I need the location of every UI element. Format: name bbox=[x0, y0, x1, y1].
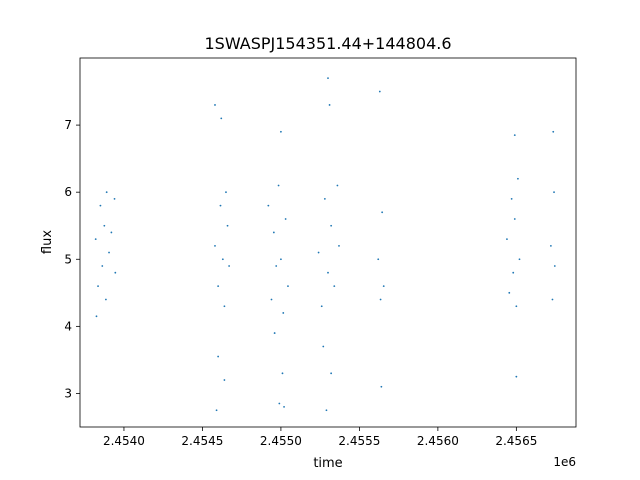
data-point bbox=[272, 231, 275, 234]
data-point bbox=[95, 315, 98, 318]
x-tick-label: 2.4565 bbox=[495, 434, 537, 448]
x-tick-label: 2.4560 bbox=[417, 434, 459, 448]
x-axis-ticks: 2.4540 2.4545 2.4550 2.4555 2.4560 2.4565 bbox=[103, 427, 537, 448]
data-point bbox=[323, 197, 326, 200]
data-point bbox=[515, 375, 518, 378]
data-point bbox=[317, 251, 320, 254]
data-point bbox=[379, 298, 382, 301]
data-point bbox=[327, 271, 329, 274]
data-point bbox=[225, 191, 227, 194]
y-tick-label: 3 bbox=[64, 386, 72, 400]
data-point bbox=[549, 244, 552, 247]
x-tick-label: 2.4550 bbox=[260, 434, 302, 448]
data-point bbox=[281, 372, 284, 375]
data-point bbox=[513, 134, 516, 137]
data-point bbox=[287, 285, 289, 288]
data-point bbox=[226, 224, 229, 227]
data-point bbox=[284, 218, 287, 220]
data-point bbox=[273, 332, 276, 334]
plot-frame bbox=[79, 57, 577, 428]
x-axis-label: time bbox=[313, 456, 342, 471]
x-tick-label: 2.4555 bbox=[338, 434, 380, 448]
data-point bbox=[280, 130, 282, 133]
data-point bbox=[108, 251, 110, 254]
data-point bbox=[382, 285, 385, 288]
data-point bbox=[97, 285, 99, 288]
data-point bbox=[277, 184, 280, 187]
data-point bbox=[517, 177, 519, 180]
plot-background bbox=[80, 58, 576, 427]
y-tick-label: 6 bbox=[64, 185, 72, 199]
data-point bbox=[219, 204, 222, 207]
y-axis-ticks: 3 4 5 6 7 bbox=[64, 118, 80, 400]
y-axis-label: flux bbox=[40, 230, 55, 254]
data-point bbox=[223, 379, 226, 381]
data-point bbox=[110, 231, 113, 234]
data-point bbox=[113, 197, 116, 200]
data-point bbox=[378, 90, 381, 93]
data-point bbox=[325, 409, 328, 412]
data-point bbox=[328, 104, 331, 106]
data-point bbox=[510, 197, 513, 200]
data-point bbox=[327, 77, 329, 80]
x-axis-offset-label: 1e6 bbox=[553, 455, 576, 469]
data-point bbox=[330, 224, 333, 227]
data-point bbox=[377, 258, 380, 261]
y-tick-label: 4 bbox=[64, 319, 72, 333]
data-point bbox=[513, 218, 516, 220]
data-point bbox=[553, 191, 555, 194]
data-point bbox=[217, 285, 220, 288]
data-point bbox=[214, 244, 216, 247]
data-point bbox=[282, 312, 285, 314]
data-point bbox=[103, 224, 106, 227]
data-point bbox=[551, 298, 554, 301]
data-point bbox=[267, 204, 270, 207]
data-point bbox=[320, 305, 323, 308]
data-point bbox=[105, 298, 107, 301]
data-point bbox=[275, 265, 278, 267]
data-point bbox=[223, 305, 226, 308]
data-point bbox=[220, 117, 223, 120]
data-point bbox=[221, 258, 224, 261]
data-point bbox=[270, 298, 273, 301]
data-point bbox=[228, 265, 231, 267]
data-point bbox=[552, 130, 555, 133]
data-point bbox=[283, 405, 285, 408]
y-tick-label: 7 bbox=[64, 118, 72, 132]
data-point bbox=[338, 244, 340, 247]
data-point bbox=[380, 385, 383, 388]
x-tick-label: 2.4540 bbox=[103, 434, 145, 448]
data-point bbox=[518, 258, 521, 261]
data-point bbox=[515, 305, 518, 308]
data-point bbox=[94, 238, 97, 241]
data-point bbox=[330, 372, 333, 375]
data-point bbox=[114, 271, 117, 274]
x-tick-label: 2.4545 bbox=[181, 434, 223, 448]
data-point bbox=[333, 285, 336, 288]
data-point bbox=[105, 191, 108, 194]
data-point bbox=[278, 402, 281, 405]
data-point bbox=[336, 184, 339, 187]
plot-area bbox=[79, 57, 577, 428]
data-point bbox=[280, 258, 282, 261]
data-point bbox=[381, 211, 384, 214]
data-point bbox=[99, 204, 102, 207]
data-points bbox=[94, 77, 556, 412]
data-point bbox=[217, 355, 220, 358]
data-point bbox=[553, 265, 556, 267]
data-point bbox=[506, 238, 508, 241]
chart-title: 1SWASPJ154351.44+144804.6 bbox=[204, 34, 451, 53]
data-point bbox=[322, 345, 325, 348]
data-point bbox=[508, 291, 511, 294]
data-point bbox=[101, 265, 104, 267]
y-tick-label: 5 bbox=[64, 252, 72, 266]
data-point bbox=[215, 409, 218, 412]
data-point bbox=[214, 104, 216, 106]
data-point bbox=[512, 271, 515, 274]
